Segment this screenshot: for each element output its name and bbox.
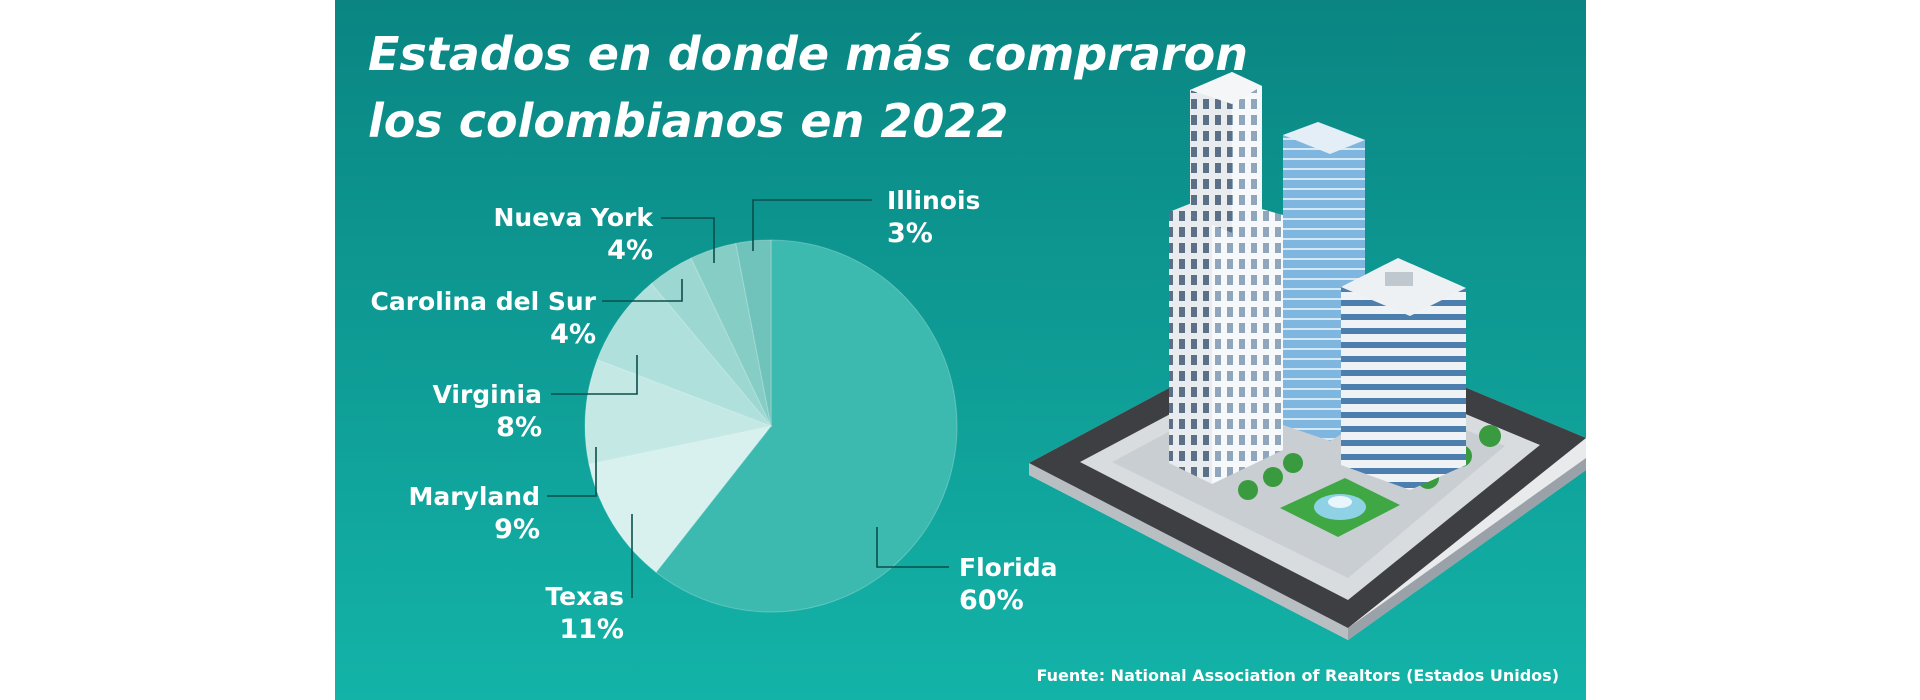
leader-line xyxy=(752,199,872,251)
leader-line xyxy=(661,217,715,263)
slice-label: Maryland xyxy=(408,482,540,511)
slice-value-label: 9% xyxy=(494,514,540,545)
slice-label: Carolina del Sur xyxy=(371,287,597,316)
city-illustration xyxy=(1029,72,1586,640)
slice-value-label: 8% xyxy=(496,412,542,443)
slice-label: Florida xyxy=(959,553,1058,582)
chart-title: Estados en donde más compraron xyxy=(368,27,1248,81)
slice-label: Nueva York xyxy=(494,203,655,232)
pie-slice xyxy=(690,242,772,427)
slice-value-label: 3% xyxy=(887,218,933,249)
slice-value-label: 4% xyxy=(550,319,596,350)
slice-label: Illinois xyxy=(887,186,980,215)
slice-value-label: 11% xyxy=(559,614,624,645)
pie xyxy=(584,239,958,613)
slice-value-label: 60% xyxy=(959,585,1024,616)
pie-slice xyxy=(655,239,958,613)
slice-value-label: 4% xyxy=(607,235,653,266)
pie-slice xyxy=(596,282,773,428)
pie-slice xyxy=(584,358,773,465)
slice-label: Virginia xyxy=(432,380,542,409)
pie-slice xyxy=(588,425,773,573)
chart-title: los colombianos en 2022 xyxy=(368,94,1008,148)
leader-line xyxy=(602,279,683,302)
source-note: Fuente: National Association of Realtors… xyxy=(1036,666,1559,685)
leader-line xyxy=(876,527,949,568)
leader-line xyxy=(551,355,638,395)
slice-label: Texas xyxy=(545,582,624,611)
leader-line xyxy=(547,447,597,497)
